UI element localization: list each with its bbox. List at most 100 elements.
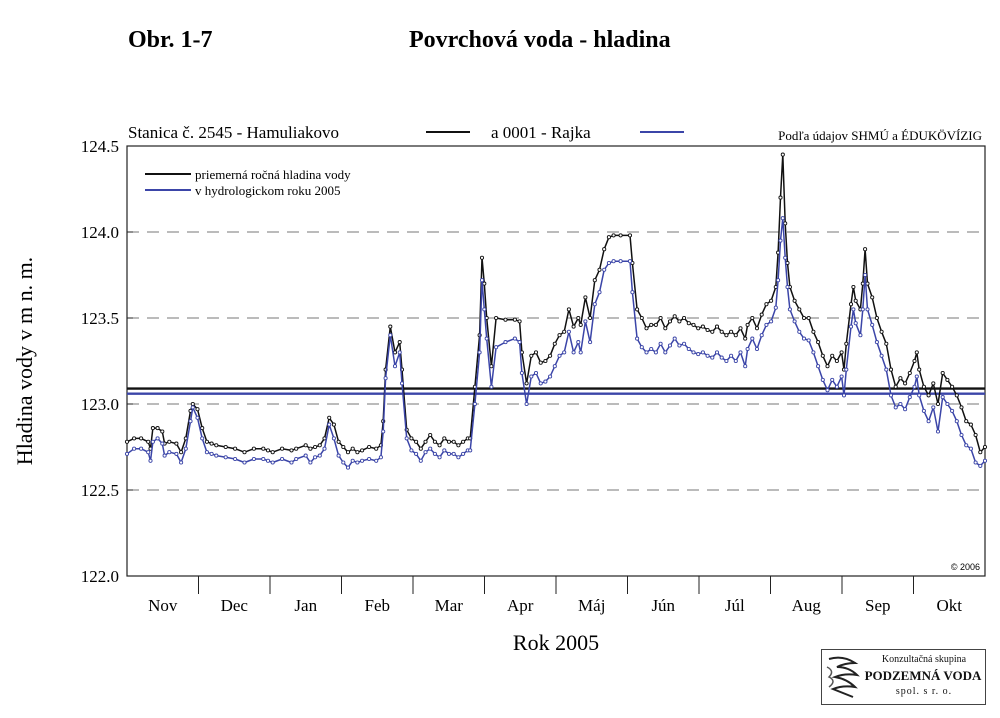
data-point-hamuliakovo (964, 419, 969, 424)
data-point-rajka (606, 260, 611, 266)
data-point-hamuliakovo (954, 393, 959, 398)
data-point-rajka (710, 355, 715, 360)
data-point-hamuliakovo (294, 446, 299, 451)
data-point-rajka (754, 346, 760, 352)
data-point-rajka (543, 379, 548, 384)
data-point-hamuliakovo (597, 267, 602, 272)
copyright-note: © 2006 (951, 562, 980, 572)
data-point-hamuliakovo (696, 326, 701, 331)
data-point-rajka (223, 455, 228, 460)
data-point-rajka (583, 319, 588, 324)
data-point-rajka (280, 456, 285, 462)
data-point-rajka (313, 455, 318, 460)
data-point-hamuliakovo (888, 367, 894, 372)
data-point-rajka (195, 415, 200, 420)
data-point-hamuliakovo (124, 439, 130, 444)
data-point-hamuliakovo (672, 314, 677, 319)
data-point-rajka (851, 307, 856, 312)
data-point-hamuliakovo (132, 436, 137, 441)
data-point-rajka (399, 381, 405, 386)
data-point-rajka (146, 450, 151, 455)
data-point-hamuliakovo (179, 450, 184, 455)
data-point-rajka (446, 451, 452, 456)
y-tick-label: 123.0 (81, 395, 119, 414)
data-point-rajka (888, 393, 894, 398)
data-point-rajka (350, 458, 355, 463)
data-point-hamuliakovo (691, 322, 696, 327)
data-point-hamuliakovo (223, 444, 228, 450)
data-point-rajka (649, 346, 654, 352)
data-point-rajka (336, 453, 341, 458)
data-point-rajka (588, 340, 593, 345)
data-point-rajka (461, 451, 466, 456)
data-point-rajka (322, 446, 327, 451)
x-month-label: Máj (578, 596, 605, 615)
x-month-label: Nov (148, 596, 178, 615)
logo-line-2: PODZEMNÁ VODA (864, 668, 982, 683)
grid-layer (127, 231, 985, 491)
data-point-rajka (533, 370, 539, 376)
data-point-rajka (327, 422, 332, 427)
data-point-hamuliakovo (367, 444, 372, 450)
data-point-rajka (437, 455, 442, 460)
data-point-rajka (816, 364, 821, 369)
data-point-rajka (484, 336, 489, 341)
data-point-rajka (677, 343, 682, 348)
data-point-rajka (378, 455, 383, 460)
data-point-rajka (261, 456, 266, 462)
data-point-rajka (188, 419, 193, 424)
data-point-hamuliakovo (931, 381, 936, 386)
data-point-rajka (982, 458, 988, 463)
data-point-rajka (787, 307, 792, 312)
data-point-rajka (423, 450, 428, 455)
data-point-hamuliakovo (769, 298, 774, 303)
data-point-rajka (738, 350, 743, 355)
data-point-hamuliakovo (265, 448, 271, 453)
data-point-rajka (914, 374, 919, 379)
data-point-hamuliakovo (602, 247, 607, 252)
data-point-rajka (265, 458, 271, 463)
data-point-rajka (251, 456, 256, 462)
data-point-rajka (635, 336, 640, 341)
data-point-rajka (148, 458, 153, 463)
data-point-hamuliakovo (423, 439, 428, 444)
data-point-rajka (578, 350, 583, 355)
data-point-rajka (167, 450, 172, 455)
data-point-hamuliakovo (982, 444, 988, 450)
data-point-hamuliakovo (719, 329, 724, 334)
data-point-rajka (844, 367, 849, 372)
data-point-hamuliakovo (200, 426, 205, 431)
data-point-hamuliakovo (512, 317, 517, 322)
data-point-rajka (750, 336, 755, 341)
data-point-rajka (785, 284, 790, 290)
data-point-rajka (839, 374, 844, 379)
data-point-rajka (160, 441, 165, 446)
data-point-hamuliakovo (139, 436, 144, 441)
data-point-rajka (769, 319, 774, 324)
data-point-hamuliakovo (583, 295, 588, 300)
data-point-hamuliakovo (233, 446, 238, 451)
legend-line-1: priemerná ročná hladina vody (195, 167, 351, 182)
data-point-hamuliakovo (414, 439, 419, 444)
plot-frame (126, 145, 986, 577)
data-point-rajka (374, 458, 379, 463)
data-point-hamuliakovo (950, 384, 955, 389)
data-point-hamuliakovo (750, 315, 755, 321)
data-point-hamuliakovo (190, 401, 195, 407)
data-point-hamuliakovo (658, 315, 663, 321)
data-point-hamuliakovo (174, 441, 179, 446)
x-month-ticks: Nov Dec Jan Feb Mar Apr Máj Jún Júl Aug Sep Okt (148, 576, 962, 615)
data-point-rajka (503, 340, 508, 345)
data-point-hamuliakovo (242, 450, 247, 455)
data-point-hamuliakovo (714, 324, 720, 329)
data-point-rajka (879, 353, 884, 358)
data-point-rajka (729, 353, 734, 358)
data-point-hamuliakovo (893, 384, 898, 389)
data-point-rajka (926, 419, 931, 424)
data-point-hamuliakovo (917, 367, 922, 372)
data-point-rajka (853, 321, 858, 326)
data-point-hamuliakovo (853, 298, 858, 303)
data-point-rajka (468, 448, 473, 453)
data-point-hamuliakovo (778, 195, 783, 200)
data-point-rajka (945, 401, 950, 407)
